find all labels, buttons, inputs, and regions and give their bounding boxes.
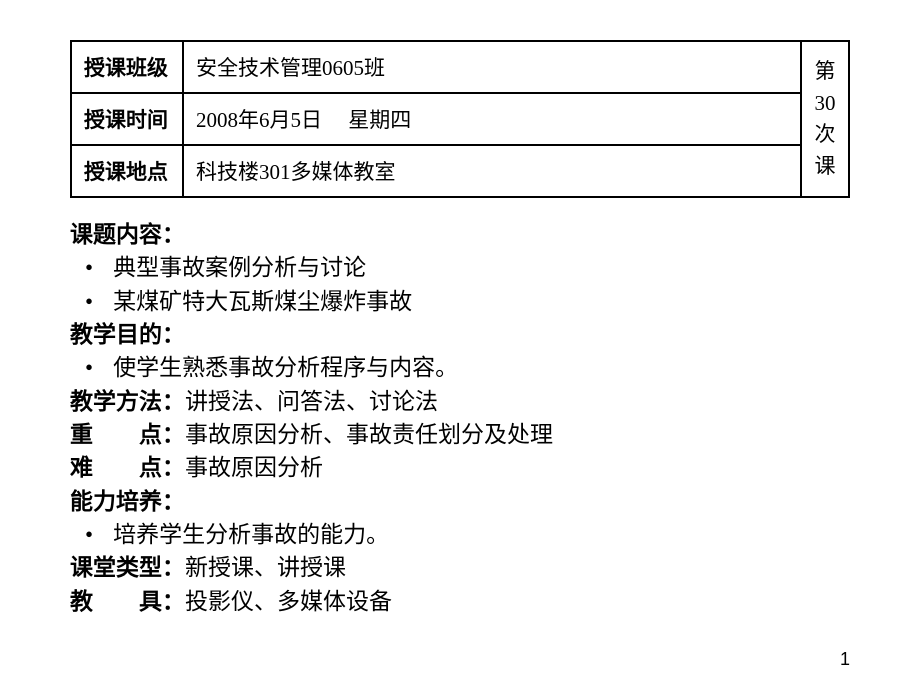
- header-left-column: 授课班级 安全技术管理0605班 授课时间 2008年6月5日 星期四 授课地点…: [72, 42, 800, 196]
- header-table: 授课班级 安全技术管理0605班 授课时间 2008年6月5日 星期四 授课地点…: [70, 40, 850, 198]
- sidebar-text-2: 30: [815, 88, 836, 120]
- sidebar-text-1: 第: [815, 56, 836, 88]
- difficulty-value: 事故原因分析: [185, 451, 323, 484]
- tools-label: 教 具：: [70, 585, 185, 618]
- classtype-line: 课堂类型： 新授课、讲授课: [70, 551, 850, 584]
- content-area: 课题内容： 典型事故案例分析与讨论 某煤矿特大瓦斯煤尘爆炸事故 教学目的： 使学…: [70, 218, 850, 618]
- method-line: 教学方法： 讲授法、问答法、讨论法: [70, 385, 850, 418]
- ability-item: 培养学生分析事故的能力。: [70, 518, 850, 551]
- page-number: 1: [840, 649, 850, 670]
- classtype-label: 课堂类型：: [70, 551, 185, 584]
- sidebar-text-3: 次: [815, 119, 836, 151]
- class-label: 授课班级: [72, 42, 184, 92]
- time-value: 2008年6月5日 星期四: [184, 94, 800, 144]
- key-value: 事故原因分析、事故责任划分及处理: [185, 418, 553, 451]
- key-line: 重 点： 事故原因分析、事故责任划分及处理: [70, 418, 850, 451]
- time-label: 授课时间: [72, 94, 184, 144]
- tools-line: 教 具： 投影仪、多媒体设备: [70, 585, 850, 618]
- table-row: 授课班级 安全技术管理0605班: [72, 42, 800, 94]
- purpose-label: 教学目的：: [70, 318, 850, 351]
- difficulty-line: 难 点： 事故原因分析: [70, 451, 850, 484]
- purpose-item: 使学生熟悉事故分析程序与内容。: [70, 351, 850, 384]
- method-label: 教学方法：: [70, 385, 185, 418]
- topic-label: 课题内容：: [70, 218, 850, 251]
- classtype-value: 新授课、讲授课: [185, 551, 346, 584]
- table-row: 授课时间 2008年6月5日 星期四: [72, 94, 800, 146]
- tools-value: 投影仪、多媒体设备: [185, 585, 392, 618]
- topic-item: 典型事故案例分析与讨论: [70, 251, 850, 284]
- sidebar-text-4: 课: [815, 151, 836, 183]
- difficulty-label: 难 点：: [70, 451, 185, 484]
- method-value: 讲授法、问答法、讨论法: [185, 385, 438, 418]
- ability-label: 能力培养：: [70, 485, 850, 518]
- key-label: 重 点：: [70, 418, 185, 451]
- topic-item: 某煤矿特大瓦斯煤尘爆炸事故: [70, 285, 850, 318]
- class-value: 安全技术管理0605班: [184, 42, 800, 92]
- location-label: 授课地点: [72, 146, 184, 196]
- header-right-column: 第 30 次 课: [800, 42, 848, 196]
- location-value: 科技楼301多媒体教室: [184, 146, 800, 196]
- table-row: 授课地点 科技楼301多媒体教室: [72, 146, 800, 196]
